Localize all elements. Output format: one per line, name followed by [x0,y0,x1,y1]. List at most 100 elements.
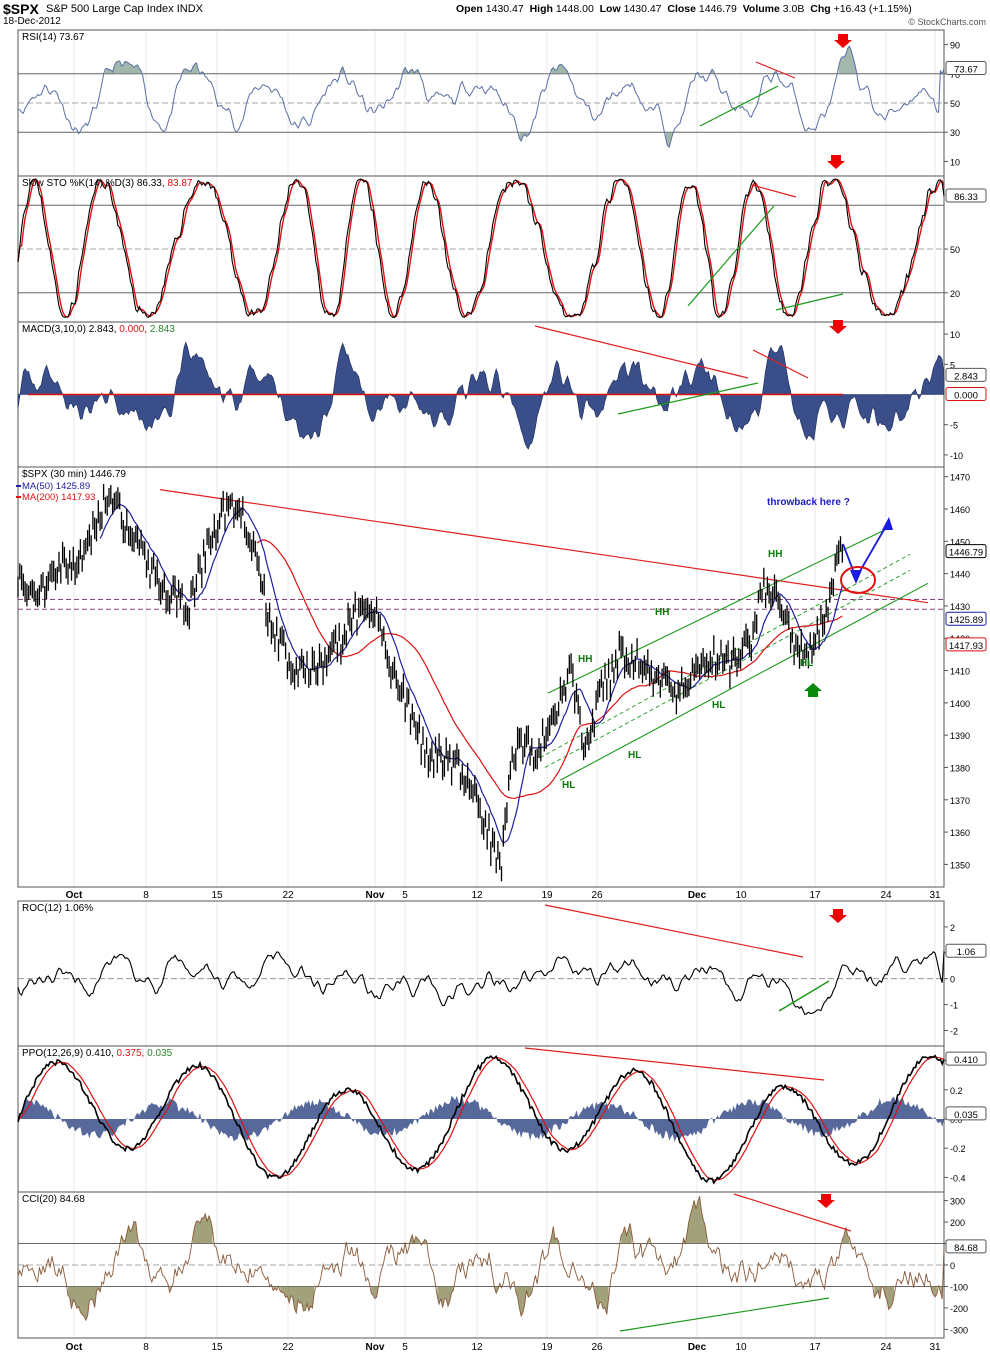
price-axis-tick-label: 1350 [950,860,970,870]
x-axis-bottom-label: 5 [402,1342,408,1353]
rsi-overbought-fill [105,60,142,74]
sto-last-value-box [945,188,987,203]
roc-red-arrow [829,909,847,923]
price-axis-tick-label: 1430 [950,602,970,612]
price-title: $SPX (30 min) 1446.79 [22,469,126,480]
price-axis-tick-label: 1460 [950,505,970,515]
x-axis-mid-label: 26 [591,890,603,901]
ppo-signal-line [17,1056,945,1181]
ppo-axis-tick-label: 0.2 [950,1086,963,1096]
ma50-last-value: 1425.89 [949,615,983,626]
price-axis-tick-label: 1440 [950,570,970,580]
x-axis-bottom-label: 31 [929,1342,941,1353]
ma50-last-value-box [945,611,987,626]
cci-axis-tick-label: -200 [950,1304,968,1314]
x-axis-mid-label: 10 [735,890,747,901]
roc-line [17,951,945,1016]
ma200-last-value: 1417.93 [949,641,983,652]
x-axis-bottom-label: 26 [591,1342,603,1353]
brand-watermark: © StockCharts.com [908,17,986,27]
price-bars [17,484,843,882]
chart-date: 18-Dec-2012 [3,16,61,27]
macd-axis-tick-label: -5 [950,421,958,431]
x-axis-mid-label: Oct [66,890,83,901]
annotation-hl: HL [712,700,725,711]
annotation-hh: HH [655,607,669,618]
ma200-line [256,539,843,800]
macd-red-arrow [829,320,847,334]
roc-axis-tick-label: -1 [950,1001,958,1011]
price-last-value: 1446.79 [949,548,983,559]
cci-fill [121,1221,138,1244]
price-red-downtrend [159,489,929,604]
annotation-hl: HL [628,750,641,761]
macd-zero-value: 0.000 [954,391,978,402]
sto-k-line [17,178,945,319]
channel-lower [559,582,929,781]
price-axis-tick-label: 1400 [950,699,970,709]
ppo-title: PPO(12,26,9) 0.410, 0.375, 0.035 [22,1048,173,1059]
cci-axis-tick-label: 300 [950,1197,965,1207]
ppo-signal-value: 0.375, [117,1048,148,1059]
sto-green-trendline-2 [775,293,844,311]
roc-last-value: 1.06 [957,947,976,958]
ppo-line [17,1054,945,1185]
macd-red-trendline-2 [752,349,809,379]
x-axis-bottom-label: 17 [809,1342,821,1353]
price-axis-tick-label: 1410 [950,667,970,677]
annotation-hl: HL [800,658,813,669]
x-axis-bottom-label: 19 [541,1342,553,1353]
symbol-name: S&P 500 Large Cap Index INDX [46,3,203,15]
price-last-value-box [945,544,987,559]
rsi-line [17,45,945,149]
sto-d-line [17,178,945,318]
cci-fill [874,1286,894,1310]
roc-green-trendline [778,980,830,1012]
ppo-hist-last-value-box [945,1106,987,1121]
cci-axis-tick-label: -100 [950,1282,968,1292]
roc-last-value-box [945,943,987,958]
x-axis-bottom-label: Nov [366,1342,385,1353]
x-axis-bottom-label: 10 [735,1342,747,1353]
rsi-axis-tick-label: 90 [950,41,960,51]
throwback-circle [840,566,876,594]
rsi-overbought-fill [710,69,714,74]
rsi-last-value-box [945,60,987,75]
price-green-arrow [804,683,822,697]
sto-axis-tick-label: 20 [950,289,960,299]
rsi-green-trendline [699,85,779,127]
x-axis-bottom-label: Oct [66,1342,83,1353]
macd-last-value: 2.843 [954,371,978,382]
ma50-legend: MA(50) 1425.89 [22,481,90,492]
ma200-legend: MA(200) 1417.93 [22,492,95,503]
cci-fill [280,1286,315,1313]
cci-red-trendline [733,1193,852,1232]
sto-d-value: 83.87 [167,178,192,189]
macd-hist-value: 2.843 [150,324,175,335]
rsi-oversold-fill [519,132,531,142]
ma200-last-value-box [945,637,987,652]
price-axis-tick-label: 1450 [950,537,970,547]
ppo-hist-last-value: 0.035 [954,1110,978,1121]
rsi-oversold-fill [665,132,673,148]
price-axis-tick-label: 1370 [950,796,970,806]
cci-line [17,1196,945,1322]
cci-last-value: 84.68 [954,1243,978,1254]
roc-red-trendline [544,904,804,958]
ppo-axis-tick-label: -0.4 [950,1173,966,1183]
x-axis-mid-label: 17 [809,890,821,901]
macd-axis-tick-label: 5 [950,360,955,370]
roc-axis-tick-label: -2 [950,1026,958,1036]
sto-red-trendline [751,184,797,198]
sto-title: Slow STO %K(14) %D(3) 86.33, 83.87 [22,178,193,189]
sto-k-value: 86.33, [137,178,168,189]
sto-last-value: 86.33 [954,192,978,203]
rsi-axis-tick-label: 10 [950,157,960,167]
rsi-overbought-fill [551,64,568,74]
annotation-hl: HL [562,780,575,791]
cci-fill [842,1227,850,1244]
x-axis-mid-label: Nov [366,890,385,901]
roc-title: ROC(12) 1.06% [22,903,93,914]
cci-last-value-box [945,1239,987,1254]
